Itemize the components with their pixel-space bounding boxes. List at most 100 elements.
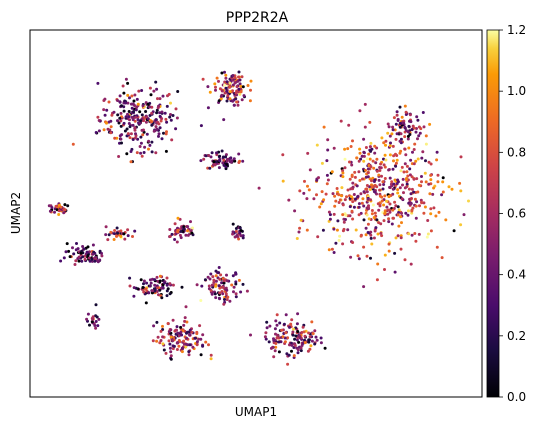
cell-point [174,107,178,111]
cell-point [391,187,395,191]
cell-point [194,336,197,340]
cell-point [410,209,414,213]
cell-point [413,232,417,235]
cell-point [393,251,397,255]
cell-point [168,346,172,350]
cell-point [239,84,243,88]
cell-point [249,79,253,83]
cell-point [267,340,271,344]
cell-point [197,337,201,341]
cell-point [409,192,413,196]
cell-point [164,117,168,121]
cell-point [222,163,226,167]
cell-point [313,342,317,346]
cell-point [149,281,153,285]
cell-point [351,217,355,221]
cell-point [223,70,226,74]
cell-point [134,136,137,140]
cell-point [169,113,172,116]
cell-point [186,229,189,233]
cell-point [396,213,400,217]
cell-point [161,342,165,346]
cell-point [238,82,242,86]
cell-point [400,115,404,119]
cell-point [209,272,213,276]
cell-point [306,184,309,188]
cell-point [351,139,354,143]
cell-point [224,292,228,296]
cell-point [199,159,203,163]
cell-point [341,169,345,173]
cell-point [209,155,213,159]
cell-point [277,340,281,344]
cell-point [161,286,165,290]
cell-point [386,208,390,212]
cell-point [158,274,162,278]
cell-point [59,259,63,263]
cell-point [94,326,98,330]
cell-point [383,212,387,216]
cell-point [403,104,407,108]
cell-point [373,190,377,194]
cell-point [359,157,363,161]
cell-point [362,159,366,163]
cell-point [219,97,223,101]
cell-point [174,328,178,332]
cell-point [118,94,122,98]
cell-point [352,205,356,209]
cell-point [272,355,276,359]
cell-point [160,110,164,114]
cell-point [418,131,422,135]
cell-point [168,115,172,119]
cell-point [352,193,356,196]
cell-point [307,338,311,342]
cell-point [362,154,366,158]
cell-point [137,89,141,93]
cell-point [406,137,410,141]
cell-point [221,285,225,289]
cell-point [415,177,419,181]
cell-point [158,288,162,292]
cell-point [152,129,156,133]
cell-point [156,106,160,110]
cell-point [388,144,392,148]
cell-point [237,278,241,282]
cell-point [383,177,387,180]
cell-point [165,283,169,287]
cell-point [431,192,435,196]
cell-point [391,144,395,148]
cell-point [121,84,125,88]
cell-point [236,79,240,83]
cell-point [142,282,145,286]
cell-point [462,213,466,217]
cell-point [421,150,425,154]
cell-point [410,128,414,132]
cell-point [393,270,397,274]
cell-point [404,211,408,215]
cell-point [136,102,140,106]
cell-point [346,228,350,232]
cell-point [400,211,403,215]
cell-point [238,226,242,230]
cell-point [76,247,80,251]
cell-point [330,247,334,251]
cell-point [459,155,463,159]
plot-frame [29,29,483,398]
cell-point [171,339,175,342]
cell-point [94,131,98,134]
colorbar [487,30,499,397]
cell-point [315,338,319,342]
cell-point [285,352,289,356]
cell-point [320,161,324,165]
cell-point [96,115,100,119]
cell-point [162,131,165,135]
cell-point [228,157,232,160]
cell-point [151,289,154,293]
cell-point [358,147,362,151]
cell-point [394,236,398,240]
cell-point [119,124,123,128]
cell-point [400,221,403,225]
cell-point [225,80,229,84]
cell-point [158,111,162,115]
cell-point [169,118,173,122]
